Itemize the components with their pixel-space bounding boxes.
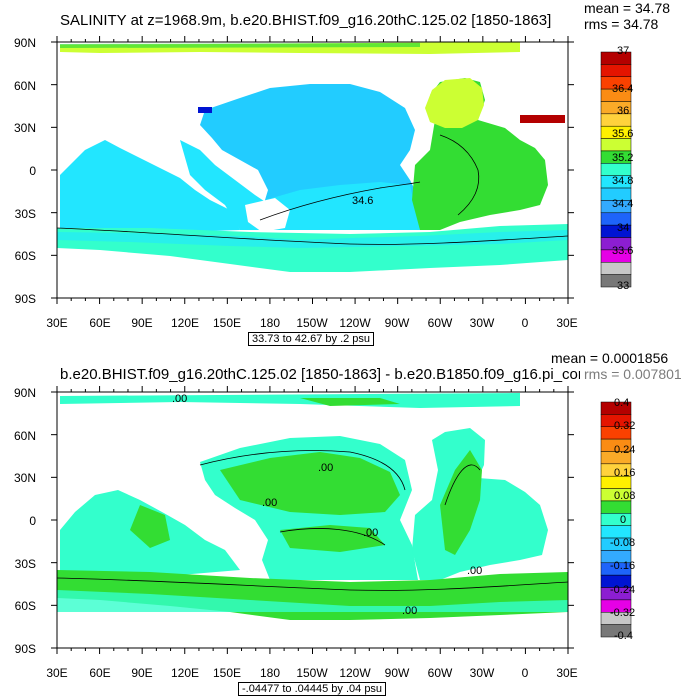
p2-lon-label: 30W [469, 666, 495, 680]
p1-cb-label: 36.4 [612, 83, 634, 95]
p1-lon-label: 30E [46, 316, 68, 330]
panel1-range-box: 33.73 to 42.67 by .2 psu [248, 332, 375, 346]
panel2-contour-label-6: .00 [402, 605, 418, 617]
p2-lon-label: 180 [259, 666, 281, 680]
p2-lon-label: 30E [46, 666, 68, 680]
colorbar-swatch [600, 513, 632, 526]
p2-cb-label: 0.16 [614, 467, 636, 479]
axis-ticks [51, 36, 574, 654]
p1-lat-label-0: 0 [29, 164, 36, 178]
p1-lon-label: 120W [339, 316, 371, 330]
p2-lon-label: 90W [384, 666, 410, 680]
p2-lon-label: 60W [427, 666, 453, 680]
p1-lon-label: 60W [427, 316, 453, 330]
p1-cb-label: 34.4 [612, 198, 634, 210]
colorbar-swatch [600, 262, 632, 275]
panel1-rms: rms = 34.78 [584, 16, 659, 32]
p2-lat-label-60s: 60S [14, 599, 36, 613]
colorbar-swatch [600, 624, 632, 638]
p1-lat-label-30s: 30S [14, 207, 36, 221]
panel2-contour-label-4: .00 [363, 527, 379, 539]
panel2-contour-label-2: .00 [318, 462, 334, 474]
p2-lat-label-90n: 90N [13, 386, 36, 400]
p2-cb-label: 0.24 [614, 444, 636, 456]
colorbar-swatch [600, 163, 632, 176]
p2-lat-label-90s: 90S [14, 642, 36, 656]
p1-lon-label: 0 [521, 316, 529, 330]
panel2-contour-label-3: .00 [262, 497, 278, 509]
p1-lat-label-60s: 60S [14, 249, 36, 263]
p2-cb-label: -0.32 [610, 607, 636, 619]
p2-lon-label: 150E [212, 666, 242, 680]
colorbar-swatch [600, 64, 632, 77]
panel2-rms: rms = 0.007801 [584, 366, 682, 382]
panel1-contour-label: 34.6 [352, 195, 374, 207]
p1-lon-label: 150W [296, 316, 328, 330]
p2-lat-label-30n: 30N [13, 471, 36, 485]
p1-lon-label: 120E [170, 316, 200, 330]
panel2-map [57, 392, 568, 648]
p2-lon-label: 30E [556, 666, 578, 680]
p2-lat-label-30s: 30S [14, 557, 36, 571]
p2-cb-label: 0.32 [614, 420, 636, 432]
colorbar-swatch [600, 500, 632, 514]
p1-lon-label: 30W [469, 316, 495, 330]
p2-cb-label: -0.24 [610, 584, 636, 596]
panel2-contour-label-5: .00 [467, 565, 483, 577]
p1-cb-label: 34 [617, 222, 630, 234]
p2-lon-label: 60E [89, 666, 111, 680]
colorbar-swatch [600, 274, 632, 288]
p2-cb-label: 0.08 [614, 490, 636, 502]
p1-lon-label: 60E [89, 316, 111, 330]
panel2-range-box: -.04477 to .04445 by .04 psu [238, 682, 387, 696]
p2-lon-label: 0 [521, 666, 529, 680]
p2-lon-label: 150W [296, 666, 328, 680]
p1-cb-label: 37 [617, 45, 630, 57]
panel2-colorbar [600, 401, 632, 638]
p1-lat-label-90s: 90S [14, 292, 36, 306]
p1-cb-label: 36 [617, 105, 630, 117]
colorbar-swatch [600, 138, 632, 152]
p1-lon-label: 180 [259, 316, 281, 330]
p2-cb-label: 0.4 [614, 397, 630, 409]
p1-lat-label-30n: 30N [13, 121, 36, 135]
p1-cb-label: 33.6 [612, 245, 634, 257]
p1-cb-label: 35.2 [612, 152, 634, 164]
panel1-colorbar [600, 51, 632, 288]
panel2-contour-label-1: .00 [172, 393, 188, 405]
p1-cb-label: 33 [617, 280, 630, 292]
panel1-title: SALINITY at z=1968.9m, b.e20.BHIST.f09_g… [60, 12, 552, 29]
p2-lon-label: 90E [131, 666, 153, 680]
p1-lat-label-60n: 60N [13, 79, 36, 93]
p2-cb-label: 0 [620, 514, 627, 526]
panel1-map [57, 42, 568, 298]
p1-lon-label: 90W [384, 316, 410, 330]
p1-lon-label: 30E [556, 316, 578, 330]
p2-lon-label: 120E [170, 666, 200, 680]
p1-cb-label: 34.8 [612, 175, 634, 187]
p1-cb-label: 35.6 [612, 128, 634, 140]
panel2-title: b.e20.BHIST.f09_g16.20thC.125.02 [1850-1… [60, 366, 580, 383]
p2-lat-label-60n: 60N [13, 429, 36, 443]
p2-lat-label-0: 0 [29, 514, 36, 528]
p2-cb-label: -0.4 [614, 630, 633, 642]
p1-lon-label: 90E [131, 316, 153, 330]
panel2-mean: mean = 0.0001856 [551, 350, 669, 366]
panel1-mean: mean = 34.78 [584, 0, 671, 16]
p2-lon-label: 120W [339, 666, 371, 680]
p2-cb-label: -0.08 [610, 537, 636, 549]
p2-cb-label: -0.16 [610, 560, 636, 572]
p1-lat-label-90n: 90N [13, 36, 36, 50]
p1-lon-label: 150E [212, 316, 242, 330]
